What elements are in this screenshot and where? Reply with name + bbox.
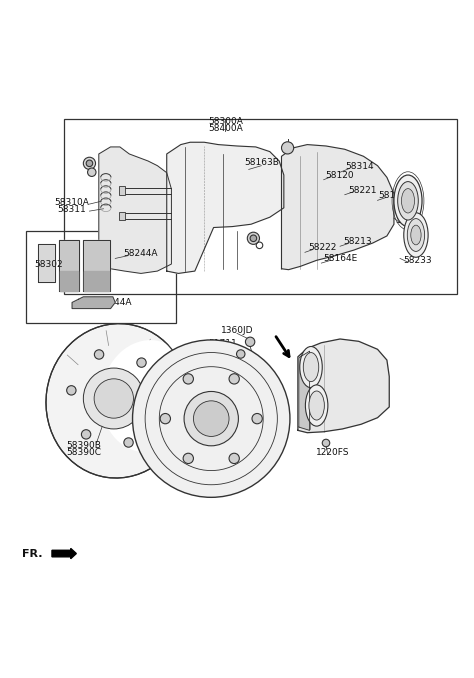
Text: 58213: 58213	[344, 237, 372, 246]
Circle shape	[183, 374, 193, 384]
Circle shape	[322, 439, 330, 447]
Ellipse shape	[394, 175, 422, 226]
Ellipse shape	[407, 218, 425, 252]
Circle shape	[83, 157, 96, 170]
Circle shape	[124, 438, 133, 447]
Polygon shape	[299, 351, 310, 431]
Text: 58232: 58232	[395, 216, 424, 226]
Ellipse shape	[305, 385, 328, 426]
Circle shape	[133, 340, 290, 498]
Text: 58314: 58314	[346, 162, 374, 171]
Ellipse shape	[303, 353, 319, 382]
Polygon shape	[298, 339, 389, 433]
Polygon shape	[72, 297, 115, 308]
Text: 58302: 58302	[35, 260, 63, 268]
Circle shape	[86, 160, 93, 167]
Ellipse shape	[46, 323, 189, 478]
Text: 58310A: 58310A	[55, 198, 90, 207]
Ellipse shape	[404, 213, 428, 257]
Text: 58390B: 58390B	[66, 441, 101, 450]
Text: 58163B: 58163B	[244, 159, 279, 167]
Ellipse shape	[300, 346, 322, 388]
Polygon shape	[60, 271, 78, 292]
Circle shape	[152, 402, 161, 412]
Circle shape	[94, 379, 134, 418]
Circle shape	[94, 350, 104, 359]
Polygon shape	[99, 147, 172, 273]
Circle shape	[83, 368, 144, 429]
Text: 58390C: 58390C	[66, 448, 101, 458]
Circle shape	[247, 232, 259, 244]
Text: 51711: 51711	[209, 339, 237, 348]
Bar	[119, 186, 125, 195]
Circle shape	[183, 453, 193, 464]
Text: 58411D: 58411D	[189, 353, 224, 361]
Polygon shape	[59, 240, 79, 292]
Text: 58221: 58221	[348, 186, 377, 195]
Text: 58400A: 58400A	[208, 123, 243, 133]
FancyArrow shape	[52, 549, 76, 559]
Bar	[26, 231, 176, 323]
Circle shape	[250, 235, 257, 241]
Text: 58311: 58311	[58, 205, 86, 214]
Circle shape	[193, 401, 229, 437]
Text: 58164E: 58164E	[323, 254, 357, 263]
Circle shape	[137, 358, 146, 367]
Circle shape	[229, 453, 239, 464]
Circle shape	[252, 414, 262, 424]
Circle shape	[246, 337, 255, 346]
Ellipse shape	[411, 225, 421, 245]
Polygon shape	[282, 144, 394, 270]
Text: 58244A: 58244A	[124, 250, 158, 258]
Text: FR.: FR.	[22, 549, 42, 559]
Circle shape	[282, 142, 294, 154]
Ellipse shape	[401, 188, 415, 213]
Text: 58244A: 58244A	[97, 298, 131, 307]
Polygon shape	[84, 271, 109, 292]
Text: 1220FS: 1220FS	[316, 448, 350, 457]
Ellipse shape	[101, 340, 195, 452]
Text: 58233: 58233	[403, 256, 432, 265]
Circle shape	[184, 391, 238, 446]
Polygon shape	[167, 142, 284, 273]
Circle shape	[237, 350, 245, 358]
Circle shape	[88, 168, 96, 176]
Text: 58164E: 58164E	[378, 191, 412, 200]
Bar	[119, 212, 125, 220]
Bar	[64, 119, 457, 294]
Polygon shape	[38, 244, 55, 282]
Circle shape	[67, 386, 76, 395]
Text: 1360JD: 1360JD	[221, 326, 253, 335]
Text: 58222: 58222	[308, 243, 337, 252]
Circle shape	[229, 374, 239, 384]
Polygon shape	[83, 240, 109, 292]
Ellipse shape	[398, 182, 418, 220]
Circle shape	[82, 430, 91, 439]
Circle shape	[160, 414, 171, 424]
Text: 58300A: 58300A	[208, 117, 243, 126]
Text: 58120: 58120	[325, 171, 354, 180]
Ellipse shape	[309, 391, 324, 420]
